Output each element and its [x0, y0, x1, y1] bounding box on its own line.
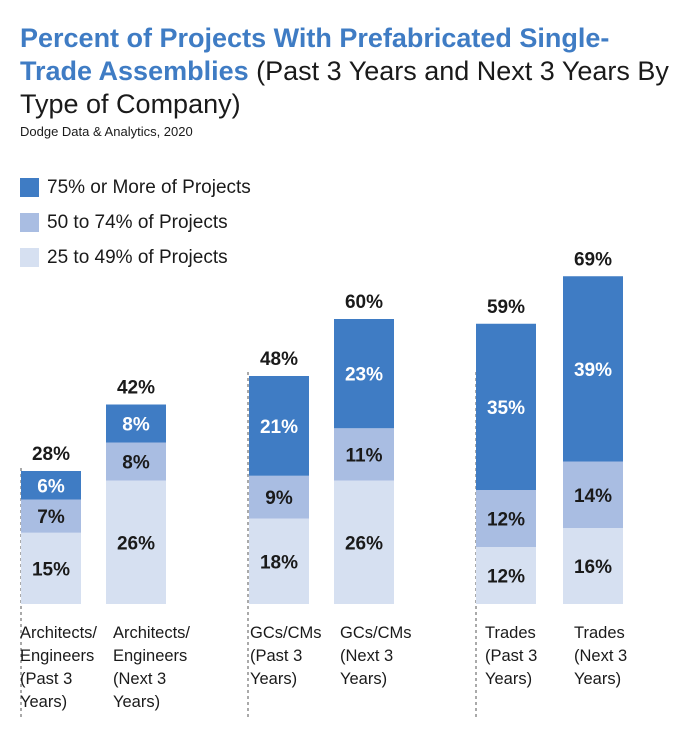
bar-segment-2-1: [249, 475, 309, 519]
bar-segment-label-3-0: 26%: [345, 533, 383, 554]
bar-segment-1-1: [106, 442, 166, 481]
bar-segment-0-1: [21, 499, 81, 533]
category-label-1-0: Architects/: [113, 624, 190, 642]
bar-segment-5-0: [563, 528, 623, 604]
bar-segment-label-1-0: 26%: [117, 533, 155, 554]
category-label-1-1: Engineers: [113, 647, 187, 665]
bar-segment-label-3-2: 23%: [345, 365, 383, 386]
category-label-0-1: Engineers: [20, 647, 94, 665]
bar-segment-1-0: [106, 480, 166, 604]
category-label-1-2: (Next 3: [113, 670, 166, 688]
category-label-4-2: Years): [485, 670, 532, 688]
chart-title-bold: Percent of Projects With Prefabricated S…: [20, 23, 610, 86]
chart-title: Percent of Projects With Prefabricated S…: [20, 22, 680, 121]
legend-label-50-74: 50 to 74% of Projects: [47, 211, 228, 233]
category-label-3-2: Years): [340, 670, 387, 688]
legend-swatch-50-74: [20, 213, 39, 232]
category-label-0-2: (Past 3: [20, 670, 72, 688]
bar-segment-label-5-1: 14%: [574, 486, 612, 507]
bar-segment-0-0: [21, 532, 81, 604]
legend-swatch-75-plus: [20, 178, 39, 197]
bar-segment-label-5-2: 39%: [574, 360, 612, 381]
bar-segment-label-5-0: 16%: [574, 557, 612, 578]
legend-item-50-74: 50 to 74% of Projects: [20, 205, 251, 240]
category-label-2-0: GCs/CMs: [250, 624, 322, 642]
bar-segment-label-0-0: 15%: [32, 559, 70, 580]
bar-segment-label-4-2: 35%: [487, 398, 525, 419]
bar-segment-label-2-2: 21%: [260, 417, 298, 438]
bar-total-label-4: 59%: [487, 297, 525, 318]
bar-segment-5-2: [563, 276, 623, 462]
bar-segment-label-1-2: 8%: [122, 415, 150, 436]
category-label-3-1: (Next 3: [340, 647, 393, 665]
bar-segment-0-2: [21, 471, 81, 500]
legend-item-25-49: 25 to 49% of Projects: [20, 240, 251, 275]
bar-segment-label-2-0: 18%: [260, 552, 298, 573]
bar-total-label-0: 28%: [32, 444, 70, 465]
bar-segment-label-2-1: 9%: [265, 488, 293, 509]
category-label-4-1: (Past 3: [485, 647, 537, 665]
bar-segment-label-1-1: 8%: [122, 453, 150, 474]
category-label-5-2: Years): [574, 670, 621, 688]
bar-segment-label-0-1: 7%: [37, 507, 65, 528]
bar-segment-4-2: [476, 323, 536, 490]
bar-segment-5-1: [563, 461, 623, 528]
category-label-2-2: Years): [250, 670, 297, 688]
legend-item-75-plus: 75% or More of Projects: [20, 170, 251, 205]
legend-swatch-25-49: [20, 248, 39, 267]
bar-total-label-3: 60%: [345, 292, 383, 313]
bar-segment-label-0-2: 6%: [37, 476, 65, 497]
bar-segment-4-0: [476, 547, 536, 604]
bar-total-label-5: 69%: [574, 249, 612, 270]
category-label-5-1: (Next 3: [574, 647, 627, 665]
legend-label-75-plus: 75% or More of Projects: [47, 176, 251, 198]
legend: 75% or More of Projects 50 to 74% of Pro…: [20, 170, 251, 275]
bar-segment-4-1: [476, 490, 536, 547]
category-label-3-0: GCs/CMs: [340, 624, 412, 642]
chart-title-rest: (Past 3 Years and Next 3 Years By Type o…: [20, 56, 669, 119]
category-label-0-0: Architects/: [20, 624, 97, 642]
bar-segment-1-2: [106, 404, 166, 443]
category-label-0-3: Years): [20, 693, 67, 711]
bar-segment-label-3-1: 11%: [346, 445, 383, 466]
bar-segment-3-2: [334, 319, 394, 429]
bar-segment-2-0: [249, 518, 309, 604]
source-note: Dodge Data & Analytics, 2020: [20, 124, 193, 139]
category-label-5-0: Trades: [574, 624, 625, 642]
category-label-4-0: Trades: [485, 624, 536, 642]
bar-total-label-2: 48%: [260, 349, 298, 370]
bar-total-label-1: 42%: [117, 378, 155, 399]
category-label-2-1: (Past 3: [250, 647, 302, 665]
bar-segment-3-1: [334, 428, 394, 481]
bar-segment-label-4-1: 12%: [487, 510, 525, 531]
bar-segment-label-4-0: 12%: [487, 567, 525, 588]
legend-label-25-49: 25 to 49% of Projects: [47, 246, 228, 268]
category-label-1-3: Years): [113, 693, 160, 711]
bar-segment-2-2: [249, 376, 309, 476]
bar-segment-3-0: [334, 480, 394, 604]
